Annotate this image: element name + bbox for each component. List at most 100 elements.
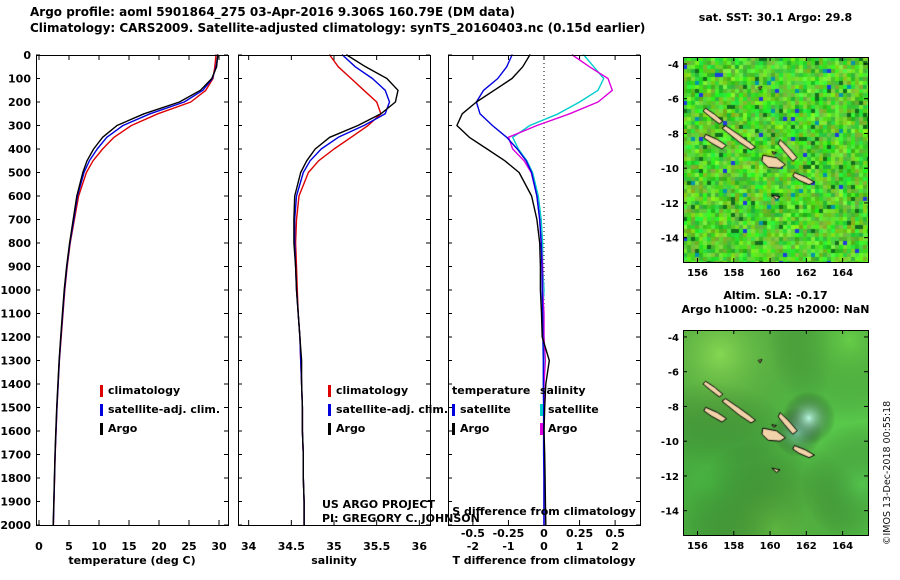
legend-swatch-argo (100, 422, 103, 435)
watermark: ©IMOS 13-Dec-2018 00:55:18 (882, 400, 893, 545)
legend-item-t-satellite: satellite (452, 403, 511, 416)
map-y-tick-label: -14 (661, 234, 679, 245)
map-y-tick-label: -4 (668, 333, 679, 344)
sst-map-title: sat. SST: 30.1 Argo: 29.8 (698, 11, 853, 24)
legend-item-s-argo: Argo (540, 422, 577, 435)
x-tick-label: 0 (35, 540, 43, 553)
legend-label: satellite (548, 403, 599, 416)
s-x-tick-label: 0.25 (566, 527, 593, 540)
depth-tick-label: 1100 (0, 308, 31, 321)
difference-series-curve (512, 54, 605, 526)
map-x-tick-label: 160 (760, 541, 781, 552)
depth-tick-label: 1400 (0, 378, 31, 391)
depth-tick-label: 600 (8, 190, 31, 203)
salinity-series-curve (294, 54, 382, 526)
project-note-line1: US ARGO PROJECT (322, 498, 435, 511)
map-y-tick-label: -8 (668, 402, 679, 413)
s-difference-xlabel: S difference from climatology (452, 505, 636, 518)
map-y-tick-label: -10 (661, 164, 679, 175)
legend-item-t-argo: Argo (452, 422, 489, 435)
temperature-series-curve (52, 54, 217, 526)
map-x-tick-label: 164 (832, 268, 853, 279)
depth-tick-label: 1300 (0, 355, 31, 368)
map-y-tick-label: -8 (668, 129, 679, 140)
map-y-tick-label: -12 (661, 199, 679, 210)
x-tick-label: 2 (611, 540, 619, 553)
depth-tick-label: 900 (8, 261, 31, 274)
temperature-xlabel: temperature (deg C) (68, 554, 196, 567)
salinity-series-curve (293, 54, 399, 526)
legend-label: satellite-adj. clim. (108, 403, 221, 416)
temperature-panel-border (36, 55, 229, 526)
legend-item-satellite-clim: satellite-adj. clim. (328, 403, 448, 416)
x-tick-label: 35.5 (363, 540, 390, 553)
x-tick-label: 34 (241, 540, 257, 553)
legend-swatch-climatology (100, 384, 103, 397)
map-y-tick-label: -6 (668, 95, 679, 106)
legend-label: Argo (460, 422, 490, 435)
depth-tick-label: 1500 (0, 402, 31, 415)
x-tick-label: 20 (151, 540, 167, 553)
temperature-series-curve (52, 54, 219, 526)
difference-series-curve (475, 54, 545, 526)
depth-tick-label: 1600 (0, 425, 31, 438)
salinity-xlabel: salinity (311, 554, 357, 567)
salinity-panel-border (238, 55, 431, 526)
legend-label: satellite (460, 403, 511, 416)
legend-item-argo: Argo (100, 422, 137, 435)
legend-label: Argo (548, 422, 578, 435)
legend-item-climatology: climatology (100, 384, 180, 397)
map-x-tick-label: 162 (796, 541, 817, 552)
legend-item-s-satellite: satellite (540, 403, 599, 416)
x-tick-label: 1 (576, 540, 584, 553)
x-tick-label: 35 (326, 540, 341, 553)
t-difference-xlabel: T difference from climatology (452, 554, 636, 567)
map-y-tick-label: -12 (661, 472, 679, 483)
legend-swatch-climatology (328, 384, 331, 397)
legend-label: Argo (336, 422, 366, 435)
x-tick-label: 0 (540, 540, 548, 553)
map-y-tick-label: -4 (668, 60, 679, 71)
x-tick-label: 25 (181, 540, 196, 553)
map-x-tick-label: 160 (760, 268, 781, 279)
map-x-tick-label: 158 (723, 541, 744, 552)
legend-label: satellite-adj. clim. (336, 403, 449, 416)
map-y-tick-label: -14 (661, 507, 679, 518)
x-tick-label: 34.5 (278, 540, 305, 553)
depth-tick-label: 1800 (0, 472, 31, 485)
x-tick-label: 10 (91, 540, 107, 553)
depth-tick-label: 0 (23, 49, 31, 62)
legend-swatch-satellite-clim (100, 403, 103, 416)
legend-swatch-t-satellite (452, 403, 455, 416)
difference-series-curve (507, 54, 613, 526)
map-x-tick-label: 162 (796, 268, 817, 279)
x-tick-label: -2 (467, 540, 479, 553)
depth-tick-label: 500 (8, 167, 31, 180)
x-tick-label: 36 (412, 540, 428, 553)
legend-swatch-argo (328, 422, 331, 435)
sla-map-title-line1: Altim. SLA: -0.17 (723, 289, 828, 302)
x-tick-label: 15 (121, 540, 136, 553)
depth-tick-label: 800 (8, 237, 31, 250)
depth-tick-label: 1200 (0, 331, 31, 344)
project-note-line2: PI: GREGORY C. JOHNSON (322, 512, 480, 525)
x-tick-label: 30 (211, 540, 227, 553)
sla-map-border (683, 330, 869, 536)
s-x-tick-label: 0.5 (605, 527, 625, 540)
legend-swatch-s-argo (540, 422, 543, 435)
salinity-series-curve (294, 54, 391, 526)
map-x-tick-label: 156 (687, 268, 708, 279)
s-x-tick-label: -0.25 (493, 527, 525, 540)
depth-tick-label: 1000 (0, 284, 31, 297)
map-x-tick-label: 164 (832, 541, 853, 552)
figure-title-line2: Climatology: CARS2009. Satellite-adjuste… (30, 21, 646, 35)
x-tick-label: -1 (502, 540, 514, 553)
s-x-tick-label: 0 (540, 527, 548, 540)
map-y-tick-label: -10 (661, 437, 679, 448)
legend-swatch-satellite-clim (328, 403, 331, 416)
map-y-tick-label: -6 (668, 368, 679, 379)
depth-tick-label: 1900 (0, 496, 31, 509)
depth-tick-label: 2000 (0, 519, 31, 532)
